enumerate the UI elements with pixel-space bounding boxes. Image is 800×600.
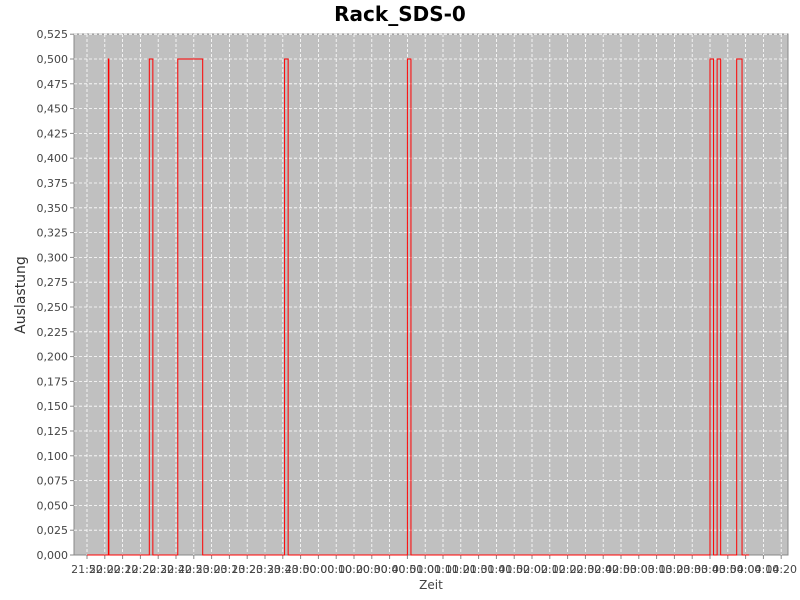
x-tick-label: 22:10 xyxy=(107,563,139,576)
y-tick-label: 0,075 xyxy=(37,475,69,488)
series-group xyxy=(87,58,750,556)
y-tick-label: 0,400 xyxy=(37,152,69,165)
y-tick-label: 0,525 xyxy=(37,28,69,41)
y-tick-label: 0,425 xyxy=(37,127,69,140)
x-axis-label: Zeit xyxy=(419,578,443,592)
plot-area xyxy=(73,33,789,556)
x-tick-label: 00:50 xyxy=(392,563,424,576)
y-tick-label: 0,100 xyxy=(37,450,69,463)
x-tick-label: 01:00 xyxy=(409,563,441,576)
y-tick-label: 0,475 xyxy=(37,78,69,91)
series-line xyxy=(87,58,750,556)
x-tick-label: 23:00 xyxy=(196,563,228,576)
y-tick-label: 0,125 xyxy=(37,425,69,438)
x-tick-label: 03:40 xyxy=(694,563,726,576)
x-tick-label: 03:20 xyxy=(659,563,691,576)
x-tick-label: 01:10 xyxy=(427,563,459,576)
x-tick-label: 22:30 xyxy=(142,563,174,576)
x-tick-label: 23:50 xyxy=(285,563,317,576)
x-tick-label: 04:20 xyxy=(765,563,797,576)
y-tick-label: 0,000 xyxy=(37,549,69,562)
y-tick-label: 0,325 xyxy=(37,227,69,240)
x-tick-label: 21:50 xyxy=(71,563,103,576)
y-tick-label: 0,225 xyxy=(37,326,69,339)
x-axis: 21:5022:0022:1022:2022:3022:4022:5023:00… xyxy=(71,555,797,576)
y-tick-label: 0,250 xyxy=(37,301,69,314)
y-tick-label: 0,450 xyxy=(37,103,69,116)
y-tick-label: 0,175 xyxy=(37,375,69,388)
y-tick-label: 0,275 xyxy=(37,276,69,289)
x-tick-label: 02:40 xyxy=(587,563,619,576)
x-tick-label: 01:30 xyxy=(463,563,495,576)
x-tick-label: 02:30 xyxy=(570,563,602,576)
x-tick-label: 00:30 xyxy=(356,563,388,576)
y-tick-label: 0,350 xyxy=(37,202,69,215)
x-tick-label: 02:20 xyxy=(552,563,584,576)
x-tick-label: 02:10 xyxy=(534,563,566,576)
x-tick-label: 03:30 xyxy=(676,563,708,576)
y-tick-label: 0,375 xyxy=(37,177,69,190)
x-tick-label: 23:20 xyxy=(231,563,263,576)
x-tick-label: 00:10 xyxy=(320,563,352,576)
x-tick-label: 04:00 xyxy=(730,563,762,576)
chart-title: Rack_SDS-0 xyxy=(334,2,466,26)
x-tick-label: 23:30 xyxy=(249,563,281,576)
x-tick-label: 23:10 xyxy=(214,563,246,576)
y-tick-label: 0,500 xyxy=(37,53,69,66)
y-axis: 0,000 0,025 0,050 0,075 0,100 0,125 0,150 0,175… xyxy=(37,28,74,562)
x-tick-label: 01:40 xyxy=(481,563,513,576)
x-tick-label: 22:50 xyxy=(178,563,210,576)
x-tick-label: 22:40 xyxy=(160,563,192,576)
x-tick-label: 00:00 xyxy=(303,563,335,576)
x-tick-label: 01:20 xyxy=(445,563,477,576)
x-tick-label: 01:50 xyxy=(498,563,530,576)
x-tick-label: 00:40 xyxy=(374,563,406,576)
y-tick-label: 0,200 xyxy=(37,351,69,364)
x-tick-label: 04:10 xyxy=(748,563,780,576)
x-tick-label: 03:50 xyxy=(712,563,744,576)
x-tick-label: 02:50 xyxy=(605,563,637,576)
y-tick-label: 0,150 xyxy=(37,400,69,413)
x-tick-label: 22:00 xyxy=(89,563,121,576)
y-axis-label: Auslastung xyxy=(13,256,29,334)
x-tick-label: 03:00 xyxy=(623,563,655,576)
y-tick-label: 0,300 xyxy=(37,251,69,264)
x-tick-label: 22:20 xyxy=(125,563,157,576)
x-tick-label: 00:20 xyxy=(338,563,370,576)
x-tick-label: 02:00 xyxy=(516,563,548,576)
y-tick-label: 0,050 xyxy=(37,499,69,512)
y-tick-label: 0,025 xyxy=(37,524,69,537)
x-tick-label: 23:40 xyxy=(267,563,299,576)
x-tick-label: 03:10 xyxy=(641,563,673,576)
